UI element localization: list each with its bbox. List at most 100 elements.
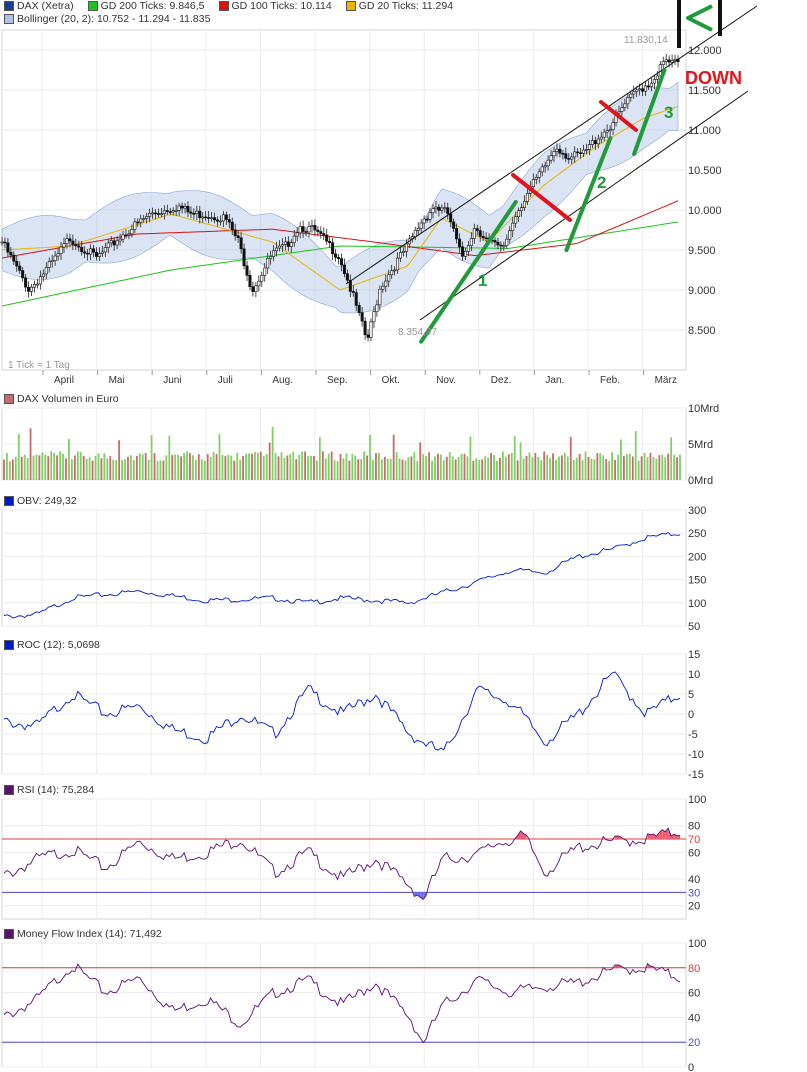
candle-body [641,88,645,92]
volume-bar [457,456,460,480]
candle-body [428,212,432,220]
trend-line-wave3 [632,68,667,156]
candle-body [316,229,320,232]
volume-bar [121,460,123,480]
volume-bar [599,453,602,480]
candle-body [83,251,87,254]
candle-body [189,211,193,214]
obv-panel: OBV: 249,32 50 100 150 200 250 300 [0,494,807,636]
candle-body [431,208,435,214]
volume-bar [569,436,572,480]
y-tick-label: 80 [688,821,700,833]
candle-body [573,151,577,158]
volume-bar [655,458,658,480]
candle-body [561,153,565,155]
candle-body [310,225,314,227]
volume-bar [658,455,661,480]
candle-body [151,212,155,215]
y-tick-label: 9.000 [688,285,716,297]
volume-bar [416,461,419,480]
candle-body [440,207,444,211]
y-tick-label: 60 [688,847,700,859]
volume-bar [94,455,97,480]
volume-bar [389,458,392,480]
volume-bar [546,454,549,480]
candle-body [127,233,131,236]
candle-body [522,201,526,208]
volume-bar [307,456,309,480]
y-tick-label: -15 [688,769,704,780]
y-tick-label: 100 [688,938,706,950]
y-tick-label: 80 [688,963,700,975]
x-tick-label: März [655,375,677,385]
wave-label-1: 1 [478,271,487,290]
volume-bar [608,461,611,480]
volume-bar [224,456,227,480]
volume-bar [150,435,153,480]
candle-body [280,244,284,247]
volume-bar [543,451,546,480]
candle-body [670,60,674,63]
candle-body [32,284,36,288]
plot-frame [1,29,687,371]
volume-bar [248,453,250,480]
volume-bar [171,455,174,480]
candle-body [201,216,205,219]
candle-body [331,242,335,255]
candle-body [502,245,506,247]
volume-bar [192,455,194,480]
overbought-fill [677,835,680,839]
y-tick-label: 20 [688,1037,700,1049]
candle-body [254,285,258,292]
x-tick-label: Dez. [491,375,512,385]
volume-bar [437,453,439,480]
candle-body [469,237,473,246]
tick-note: 1 Tick = 1 Tag [8,360,70,371]
candle-body [587,144,591,150]
candle-body [292,235,296,243]
x-tick-label: Nov. [436,375,456,385]
candle-body [215,219,219,222]
roc-chart: -15 -10 -5 0 5 10 15 [1,649,704,780]
candle-body [210,217,214,220]
candle-body [224,214,228,220]
volume-bar [333,460,336,480]
volume-bar [132,459,135,480]
volume-legend: DAX Volumen in Euro [17,392,119,405]
overbought-fill [650,833,654,839]
candle-body [345,273,349,281]
candle-body [62,243,66,248]
candle-body [133,221,137,230]
volume-bar [245,453,247,480]
candle-body [466,245,470,252]
volume-bar [183,452,185,480]
price-panel: DAX (Xetra) GD 200 Ticks: 9.846,5 GD 100… [0,0,807,385]
volume-bar [115,460,118,480]
candle-body [248,275,252,287]
volume-bar [620,439,622,480]
candle-body [652,79,656,84]
volume-bar [230,455,233,480]
candle-body [602,131,606,138]
candle-body [511,222,515,231]
volume-bar [259,451,262,480]
volume-bar [88,457,91,480]
volume-bar [357,459,360,480]
candle-body [425,218,429,221]
candle-body [24,277,28,288]
volume-bar [274,452,277,480]
volume-bar [552,453,554,480]
candle-body [286,241,290,247]
candle-body [86,252,90,255]
candle-body [567,158,571,160]
candle-body [393,269,397,272]
volume-bar [634,431,637,480]
candle-body [92,248,96,253]
candle-body [103,247,107,253]
volume-bar [29,428,32,480]
volume-bar [298,454,301,480]
x-tick-label: Jan. [545,375,564,385]
obv-chart: 50 100 150 200 250 300 [1,505,706,633]
volume-bar [484,456,487,480]
volume-bar [404,460,407,480]
